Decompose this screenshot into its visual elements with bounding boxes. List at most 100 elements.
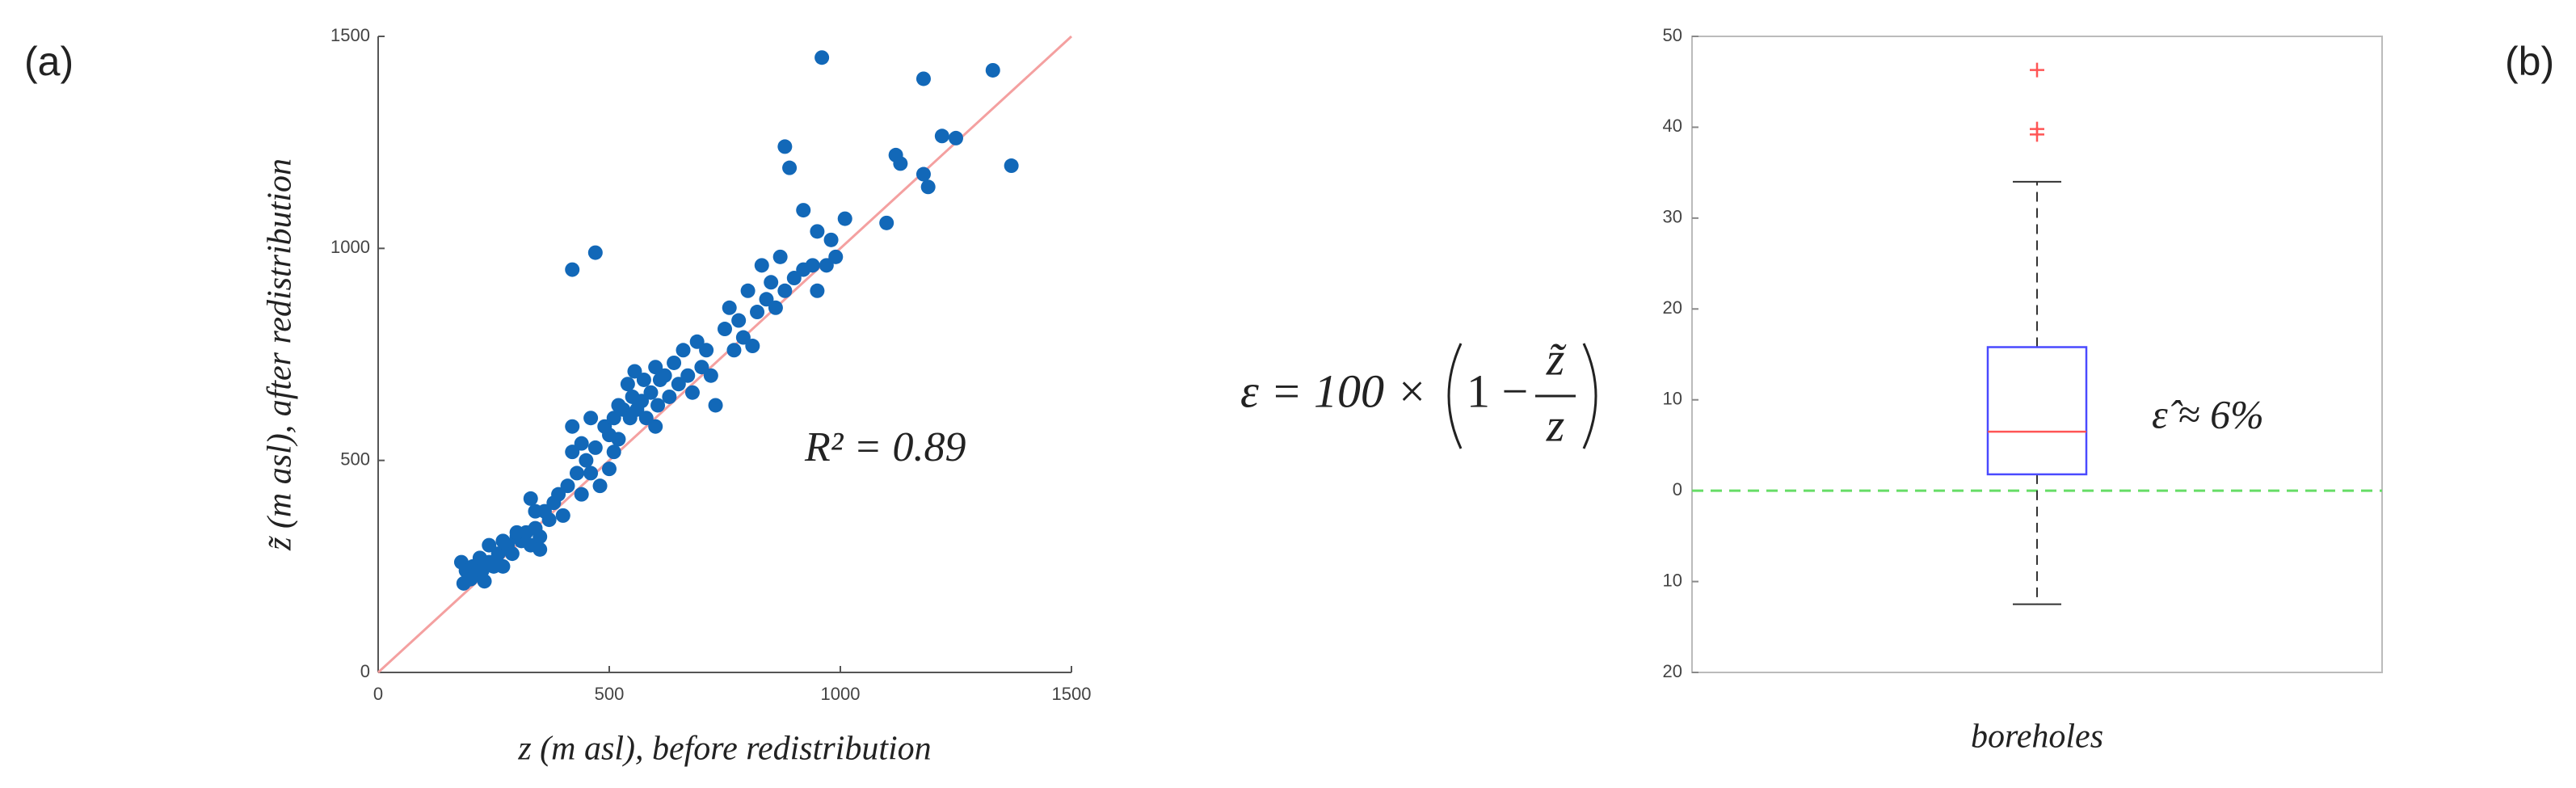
scatter-point [565, 445, 580, 460]
y-tick-label: 20 [1663, 297, 1682, 318]
scatter-point [583, 411, 599, 426]
scatter-point [509, 525, 524, 540]
scatter-point [490, 546, 506, 562]
scatter-point [768, 300, 783, 315]
scatter-point [731, 313, 747, 328]
scatter-point [684, 385, 700, 400]
scatter-point [606, 411, 621, 426]
scatter-point [579, 453, 594, 468]
y-tick-label: 1500 [330, 25, 370, 45]
y-tick-label: 0 [1673, 479, 1682, 499]
scatter-point [703, 368, 718, 383]
annotation: ε̂ ≈ 6% [2152, 391, 2264, 436]
box [1986, 346, 2088, 476]
scatter-point [565, 419, 580, 434]
scatter-point [495, 558, 511, 574]
scatter-point [676, 343, 691, 358]
scatter-point [764, 275, 779, 290]
scatter-point [985, 62, 1000, 78]
scatter-point [611, 432, 626, 447]
y-tick-label: 20 [1663, 661, 1682, 681]
x-tick-label: 0 [373, 684, 383, 704]
scatter-point [495, 533, 511, 549]
scatter-point [532, 541, 548, 557]
scatter-point [602, 461, 617, 477]
scatter-point [745, 339, 760, 354]
scatter-point [777, 139, 793, 154]
scatter-point [819, 258, 834, 273]
scatter-point [627, 364, 642, 379]
scatter-point [722, 300, 737, 315]
scatter-point [643, 385, 659, 400]
scatter-point [796, 203, 811, 218]
scatter-point [657, 368, 672, 383]
scatter-point [636, 372, 651, 387]
scatter-point [541, 512, 557, 528]
scatter-point [477, 574, 492, 589]
scatter-point [592, 478, 608, 494]
formula-one: 1 − [1467, 365, 1528, 417]
panel-label: (b) [2505, 39, 2554, 84]
scatter-point [694, 360, 709, 375]
outlier [2030, 62, 2044, 78]
scatter-point [680, 368, 696, 383]
scatter-point [587, 245, 603, 260]
scatter-point [949, 130, 963, 145]
scatter-point [828, 249, 844, 264]
y-tick-label: 1000 [330, 237, 370, 257]
scatter-point [740, 283, 756, 298]
scatter-point [532, 529, 548, 545]
scatter-point [754, 258, 769, 273]
scatter-point [667, 355, 682, 370]
y-tick-label: 10 [1663, 389, 1682, 409]
formula-lhs: ε = 100 × [1240, 365, 1428, 417]
scatter-point [482, 537, 497, 553]
paren-left [1447, 343, 1463, 449]
scatter-point [786, 271, 802, 286]
scatter-point [671, 377, 686, 392]
panel-label: (a) [24, 39, 74, 84]
scatter-point [837, 211, 852, 226]
formula-denominator: z [1546, 398, 1565, 451]
scatter-point [528, 504, 543, 519]
scatter-point [759, 292, 774, 307]
scatter-point [810, 224, 825, 239]
annotation: R² = 0.89 [804, 424, 966, 470]
scatter-point [893, 156, 908, 171]
plot-frame [1691, 36, 2383, 673]
scatter-point [504, 546, 520, 562]
scatter-point [648, 419, 663, 434]
scatter-point [879, 215, 894, 230]
scatter-point [735, 330, 751, 345]
scatter-point [772, 249, 788, 264]
scatter-point [638, 411, 654, 426]
scatter-point [699, 343, 714, 358]
x-tick-label: 1500 [1052, 684, 1092, 704]
scatter-point [805, 258, 820, 273]
scatter-point [1004, 158, 1019, 174]
scatter-point [915, 166, 931, 182]
y-tick-label: 50 [1663, 25, 1682, 45]
y-tick-label: 500 [340, 449, 370, 469]
scatter-point [606, 445, 621, 460]
scatter-point [915, 71, 931, 86]
scatter-point [777, 283, 793, 298]
scatter-point [650, 398, 666, 413]
scatter-point [551, 487, 566, 502]
y-axis-label: z̃ (m asl), after redistribution [262, 158, 299, 551]
outlier [2030, 127, 2044, 142]
scatter-point [810, 283, 825, 298]
scatter-point [934, 129, 949, 144]
x-tick-label: 1000 [821, 684, 861, 704]
x-axis-label: z (m asl), before redistribution [517, 731, 931, 768]
formula-numerator: z̃ [1546, 332, 1567, 385]
scatter-point [648, 360, 663, 375]
y-tick-label: 10 [1663, 570, 1682, 590]
scatter-point [620, 377, 635, 392]
scatter-point [726, 343, 742, 358]
scatter-point [565, 262, 580, 277]
paren-right [1582, 343, 1597, 449]
scatter-point [574, 487, 589, 502]
